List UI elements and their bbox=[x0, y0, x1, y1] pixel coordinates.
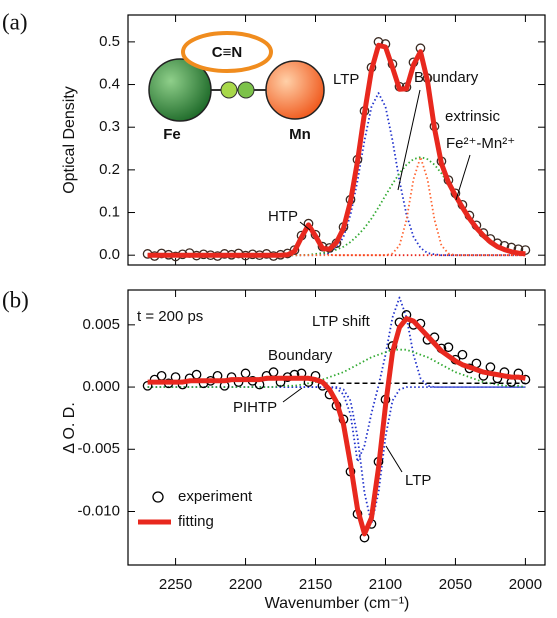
y-tick-label: -0.005 bbox=[77, 440, 120, 457]
data-point bbox=[191, 369, 202, 380]
plot-frame bbox=[127, 289, 546, 566]
mn-atom bbox=[265, 60, 325, 120]
bridge-ellipse bbox=[181, 31, 273, 73]
data-point bbox=[457, 349, 468, 360]
legend-marker bbox=[152, 491, 164, 503]
y-tick-label: -0.010 bbox=[77, 502, 120, 519]
series-line bbox=[147, 42, 526, 258]
data-point bbox=[485, 362, 496, 372]
series-label: HTP bbox=[268, 208, 298, 225]
annotation: t = 200 ps bbox=[137, 308, 203, 325]
y-axis-label: Optical Density bbox=[61, 86, 78, 194]
y-tick-label: 0.3 bbox=[99, 118, 120, 135]
n-atom bbox=[237, 81, 255, 99]
legend-label: fitting bbox=[178, 513, 214, 530]
leader-line bbox=[385, 445, 403, 473]
leader-line bbox=[282, 387, 303, 403]
x-tick-label: 2050 bbox=[439, 576, 472, 593]
series-line bbox=[147, 296, 526, 463]
data-point bbox=[443, 342, 454, 353]
series-label: PIHTP bbox=[233, 399, 277, 416]
series-label: LTP shift bbox=[312, 313, 371, 330]
series-label: LTP bbox=[405, 472, 431, 489]
series-line bbox=[147, 386, 526, 525]
y-axis-label: Δ O. D. bbox=[61, 402, 78, 454]
data-point bbox=[156, 371, 167, 381]
data-point bbox=[520, 245, 531, 255]
y-tick-label: 0.1 bbox=[99, 203, 120, 220]
panel-label: (b) bbox=[2, 287, 29, 312]
series-label: Fe²⁺-Mn²⁺ bbox=[446, 135, 515, 152]
x-tick-label: 2200 bbox=[229, 576, 262, 593]
series-line bbox=[147, 156, 526, 257]
atom-label: Mn bbox=[289, 126, 311, 143]
y-tick-label: 0.5 bbox=[99, 33, 120, 50]
bridge-label: C≡N bbox=[212, 44, 242, 61]
leader-lines bbox=[282, 89, 471, 473]
series-label: extrinsic bbox=[445, 108, 501, 125]
data-point bbox=[142, 380, 153, 391]
series-label: LTP bbox=[333, 71, 359, 88]
atom-label: Fe bbox=[163, 126, 181, 143]
x-tick-label: 2100 bbox=[369, 576, 402, 593]
x-tick-label: 2150 bbox=[299, 576, 332, 593]
y-tick-label: 0.2 bbox=[99, 161, 120, 178]
leader-line bbox=[299, 221, 311, 231]
x-tick-label: 2000 bbox=[509, 576, 542, 593]
x-axis-label: Wavenumber (cm⁻¹) bbox=[265, 595, 410, 612]
y-tick-label: 0.4 bbox=[99, 76, 120, 93]
series-line bbox=[147, 316, 526, 537]
series-label: Boundary bbox=[268, 347, 333, 364]
y-tick-label: 0.005 bbox=[82, 316, 120, 333]
inset-diagram: C≡N Fe Mn bbox=[148, 31, 325, 143]
y-tick-label: 0.000 bbox=[82, 378, 120, 395]
data-point bbox=[240, 368, 251, 379]
fe-atom bbox=[148, 58, 212, 122]
legend-label: experiment bbox=[178, 488, 253, 505]
c-atom bbox=[220, 81, 238, 99]
leader-line bbox=[397, 89, 421, 191]
panel-label: (a) bbox=[2, 9, 28, 34]
leader-line bbox=[455, 154, 471, 201]
y-tick-label: 0.0 bbox=[99, 246, 120, 263]
plot-frame bbox=[127, 14, 546, 266]
data-point bbox=[268, 367, 279, 377]
x-tick-label: 2250 bbox=[159, 576, 192, 593]
